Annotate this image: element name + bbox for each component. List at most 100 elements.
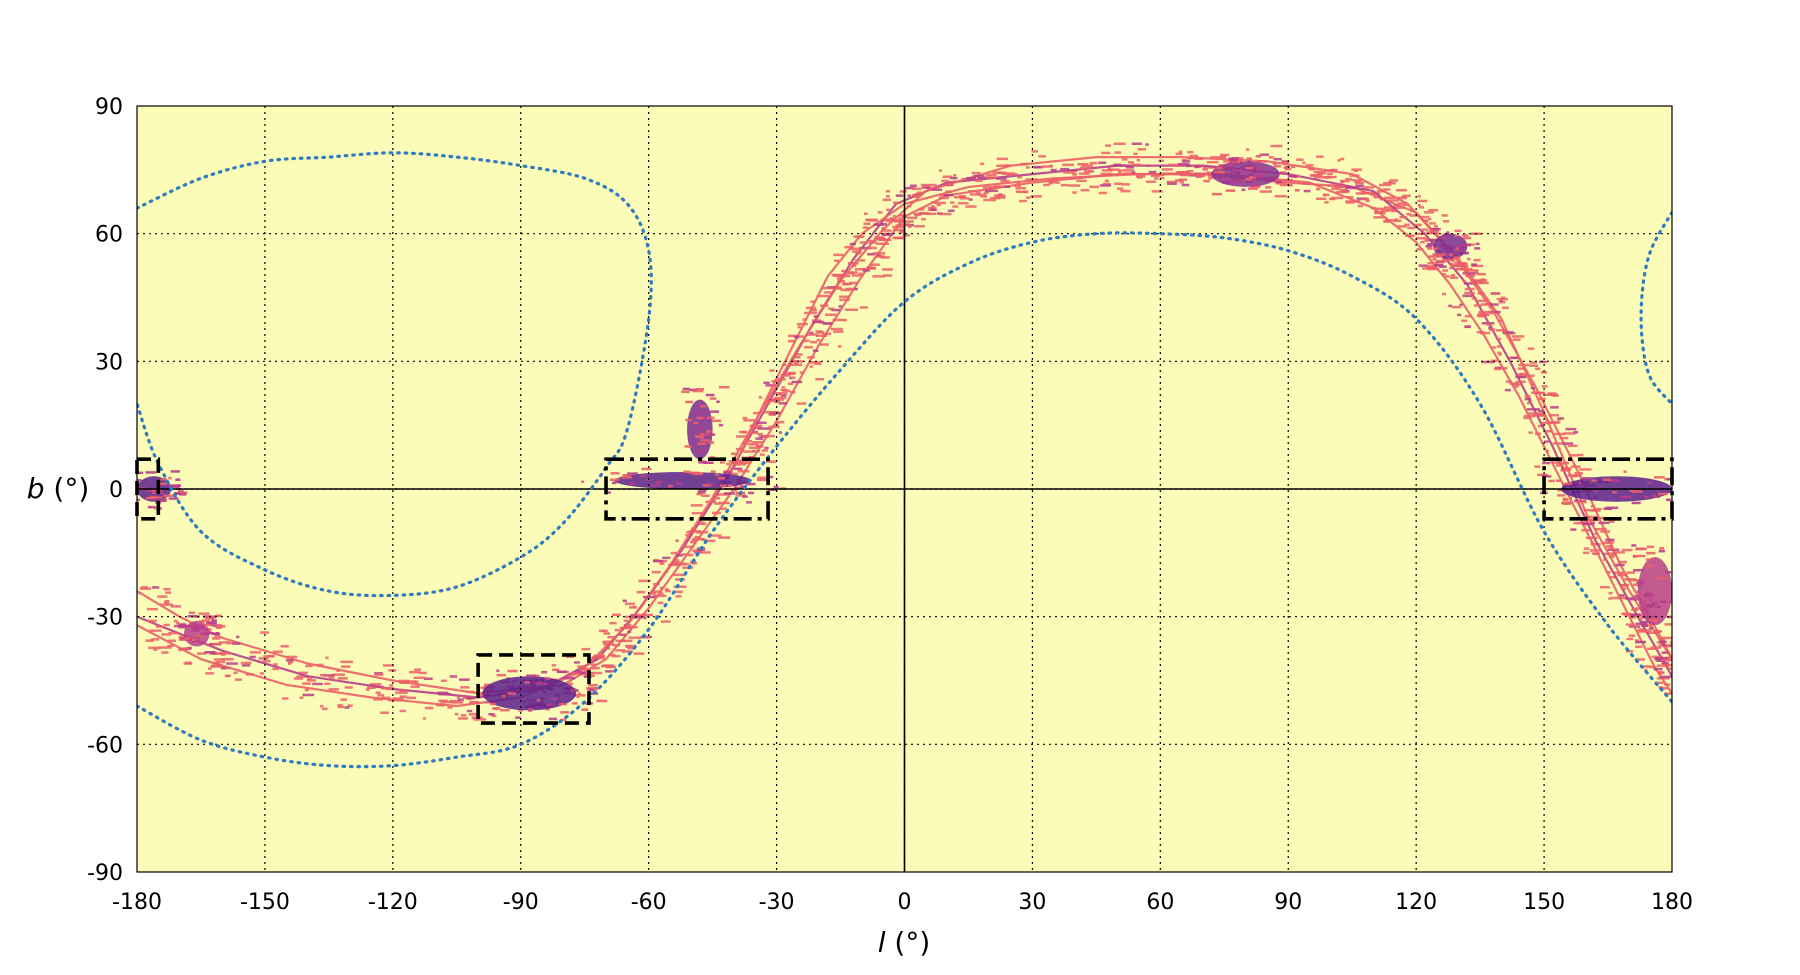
stream-point: [757, 427, 771, 430]
cluster-point: [1429, 230, 1439, 233]
stream-point: [1241, 188, 1246, 192]
stream-point: [1137, 148, 1146, 151]
stream-point: [853, 287, 858, 291]
stream-point: [306, 679, 316, 682]
stream-point: [459, 678, 470, 681]
stream-point: [1178, 150, 1183, 153]
stream-point: [849, 242, 856, 246]
cluster-point: [693, 421, 698, 425]
cluster-point: [1665, 571, 1672, 574]
stream-point: [874, 236, 885, 239]
cluster-point: [1548, 479, 1555, 483]
stream-point: [914, 225, 925, 228]
stream-point: [628, 636, 642, 639]
stream-point: [793, 356, 801, 359]
x-tick-label: -120: [368, 890, 418, 915]
stream-point: [1181, 183, 1190, 187]
stream-point: [1654, 630, 1663, 633]
stream-point: [641, 613, 653, 617]
stream-point: [909, 184, 917, 187]
stream-point: [163, 623, 170, 627]
stream-point: [1397, 202, 1405, 205]
stream-point: [812, 349, 819, 352]
stream-point: [1489, 311, 1495, 315]
stream-point: [212, 637, 221, 640]
stream-point: [1661, 661, 1669, 665]
stream-point: [150, 638, 160, 641]
stream-point: [983, 198, 997, 202]
x-tick-label: 90: [1274, 890, 1302, 915]
stream-point: [914, 192, 924, 196]
stream-point: [577, 692, 581, 695]
cluster-point: [1646, 545, 1655, 549]
stream-point: [447, 706, 453, 709]
stream-point: [1316, 155, 1324, 158]
stream-point: [665, 570, 669, 573]
stream-point: [839, 295, 850, 298]
stream-point: [908, 225, 912, 228]
stream-point: [387, 699, 401, 702]
cluster-point: [700, 439, 711, 442]
stream-point: [659, 586, 664, 590]
stream-point: [145, 639, 154, 642]
stream-point: [612, 644, 621, 647]
stream-point: [1390, 209, 1398, 213]
cluster-point: [1259, 175, 1264, 179]
stream-point: [1478, 313, 1488, 316]
cluster-point: [192, 626, 202, 630]
stream-point: [855, 252, 860, 255]
stream-point: [769, 369, 775, 372]
stream-point: [1381, 209, 1390, 212]
cluster-point: [654, 480, 663, 484]
stream-point: [456, 696, 460, 699]
stream-point: [146, 607, 158, 611]
stream-point: [337, 677, 348, 680]
stream-point: [1018, 190, 1028, 194]
cluster-point: [175, 478, 181, 481]
stream-point: [872, 275, 885, 278]
cluster-point: [1461, 243, 1471, 247]
stream-point: [1670, 643, 1672, 646]
cluster-point: [1651, 602, 1659, 605]
stream-point: [834, 259, 839, 262]
cluster-point: [610, 472, 620, 475]
cluster-point: [1430, 240, 1434, 243]
stream-point: [545, 708, 550, 711]
region-box-dashdot: [1542, 457, 1674, 521]
stream-point: [1660, 687, 1668, 690]
stream-point: [1612, 551, 1625, 554]
cluster-point: [1591, 479, 1597, 482]
stream-point: [782, 389, 791, 392]
stream-point: [815, 378, 824, 381]
stream-point: [690, 540, 697, 544]
stream-point: [1361, 197, 1369, 201]
stream-point: [1516, 375, 1527, 379]
stream-point: [1538, 397, 1546, 400]
x-axis-label-var: l: [878, 926, 886, 959]
stream-point: [844, 308, 858, 311]
stream-point: [1590, 505, 1595, 508]
stream-point: [1415, 232, 1424, 236]
stream-point: [1330, 196, 1344, 200]
stream-point: [735, 494, 746, 497]
cluster-point: [168, 497, 179, 500]
stream-point: [913, 195, 919, 198]
stream-point: [375, 691, 381, 694]
cluster-point: [701, 460, 707, 463]
stream-point: [713, 497, 721, 500]
stream-point: [743, 419, 755, 422]
stream-point: [1512, 338, 1521, 341]
stream-point: [945, 183, 952, 187]
stream-point: [1510, 356, 1520, 360]
stream-point: [996, 171, 1007, 175]
stream-point: [952, 205, 959, 208]
stream-point: [907, 194, 912, 197]
stream-point: [1429, 227, 1441, 231]
cluster-point: [682, 387, 690, 391]
stream-point: [790, 363, 803, 366]
cluster-point: [185, 625, 197, 628]
stream-point: [1340, 180, 1345, 184]
stream-point: [147, 619, 157, 623]
stream-point: [652, 559, 664, 563]
cluster-point: [1679, 636, 1685, 639]
